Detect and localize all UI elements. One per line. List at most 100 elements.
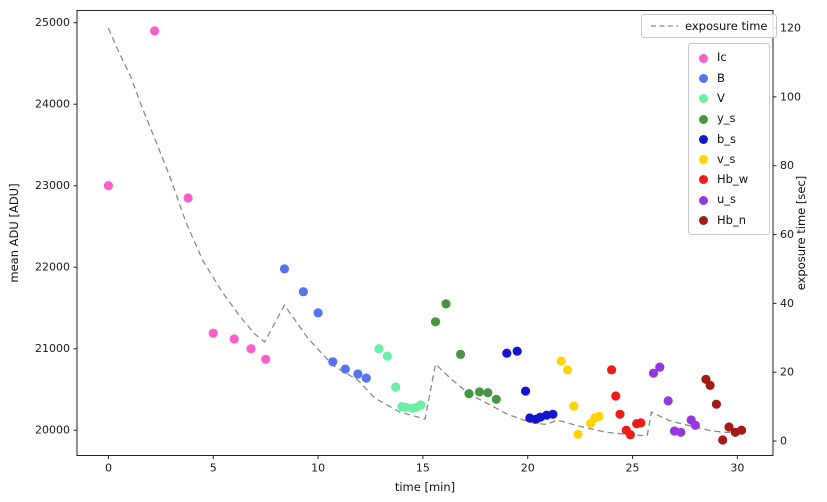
legend-item-Hb_w: Hb_w (689, 170, 769, 190)
y_s-point (483, 388, 493, 398)
legend-item-u_s: u_s (689, 190, 769, 210)
Hb_n-point (718, 435, 728, 445)
y-left-tick-label: 23000 (35, 179, 70, 192)
legend-item-y_s: y_s (689, 109, 769, 129)
v_s-point (563, 365, 573, 375)
legend-exposure-time: exposure time (641, 14, 778, 38)
y-left-tick-label: 22000 (35, 261, 70, 274)
Ic-point (103, 181, 113, 191)
x-tick-label: 10 (311, 462, 325, 475)
B-point (361, 373, 371, 383)
b_s-point (512, 346, 522, 356)
legend-item-B: B (689, 68, 769, 88)
legend-item-label: Hb_w (717, 172, 749, 187)
legend-item-v_s: v_s (689, 149, 769, 169)
x-tick-label: 30 (730, 462, 744, 475)
v_s-point (556, 356, 566, 366)
legend-exposure-label: exposure time (685, 19, 768, 33)
Hb_w-marker-icon (699, 175, 708, 185)
Ic-marker-icon (699, 53, 708, 63)
b_s-point (502, 348, 512, 358)
v_s-point (573, 429, 583, 439)
y_s-point (474, 387, 485, 397)
B-point (353, 369, 363, 379)
Hb_w-point (636, 418, 646, 428)
legend-item-label: Ic (717, 50, 727, 65)
u_s-marker-icon (699, 195, 708, 205)
Hb_w-point (607, 365, 617, 375)
dashed-line-icon (651, 25, 678, 27)
Ic-point (183, 193, 193, 203)
V-marker-icon (699, 94, 708, 104)
Ic-point (246, 344, 256, 354)
Hb_n-marker-icon (699, 216, 708, 226)
x-tick-label: 20 (521, 462, 535, 475)
B-point (298, 287, 308, 297)
y-right-tick-label: 80 (780, 159, 794, 172)
y-left-tick-label: 25000 (35, 16, 70, 29)
Hb_n-point (724, 422, 734, 432)
V-point (382, 351, 392, 361)
legend-item-label: b_s (717, 131, 737, 146)
y-axis-label-right: exposure time [sec] (794, 175, 808, 291)
y-right-tick-label: 60 (780, 228, 794, 241)
legend-item-label: B (717, 70, 725, 85)
legend-item-label: V (717, 90, 725, 105)
y-right-tick-label: 120 (780, 22, 801, 35)
y_s-point (464, 389, 474, 399)
y_s-point (456, 349, 466, 359)
u_s-point (676, 427, 686, 437)
u_s-point (663, 396, 673, 406)
x-tick-label: 25 (626, 462, 640, 475)
y-axis-label-left: mean ADU [ADU] (7, 183, 21, 283)
exposure-time-line (107, 27, 742, 437)
y-right-tick-label: 0 (780, 435, 787, 448)
V-point (416, 400, 426, 410)
b_s-marker-icon (699, 134, 708, 144)
b_s-point (548, 409, 558, 419)
Hb_n-point (737, 425, 747, 435)
y-left-tick-label: 21000 (35, 342, 70, 355)
x-tick-label: 5 (210, 462, 217, 475)
y-left-tick-label: 20000 (35, 424, 70, 437)
V-point (391, 382, 401, 392)
legend-item-Ic: Ic (689, 48, 769, 68)
b_s-point (521, 386, 531, 396)
x-axis-label: time [min] (394, 480, 456, 494)
x-tick-label: 15 (416, 462, 430, 475)
v_s-point (594, 411, 604, 421)
y-right-tick-label: 40 (780, 297, 794, 310)
V-point (374, 344, 384, 354)
Hb_w-point (615, 409, 625, 419)
u_s-point (648, 368, 659, 378)
legend-item-b_s: b_s (689, 129, 769, 149)
u_s-point (655, 362, 665, 372)
Ic-point (208, 328, 218, 338)
B-point (279, 264, 290, 274)
B-point (328, 357, 338, 367)
plot-frame (76, 10, 774, 456)
y-right-tick-label: 100 (780, 90, 801, 103)
B-marker-icon (699, 73, 708, 83)
y_s-marker-icon (699, 114, 708, 124)
B-point (313, 308, 323, 318)
u_s-point (690, 420, 701, 430)
legend-item-label: y_s (717, 111, 736, 126)
legend-item-label: u_s (717, 192, 737, 207)
y_s-point (441, 299, 451, 309)
legend-item-label: Hb_n (717, 212, 746, 227)
Hb_n-point (705, 380, 715, 390)
legend-item-label: v_s (717, 151, 736, 166)
Hb_w-point (611, 391, 621, 401)
y-left-tick-label: 24000 (35, 98, 70, 111)
y_s-point (491, 394, 501, 404)
Hb_n-point (711, 399, 722, 409)
x-tick-label: 0 (105, 462, 112, 475)
legend-item-Hb_n: Hb_n (689, 210, 769, 230)
v_s-marker-icon (699, 155, 708, 165)
v_s-point (569, 401, 579, 411)
Ic-point (261, 354, 271, 364)
